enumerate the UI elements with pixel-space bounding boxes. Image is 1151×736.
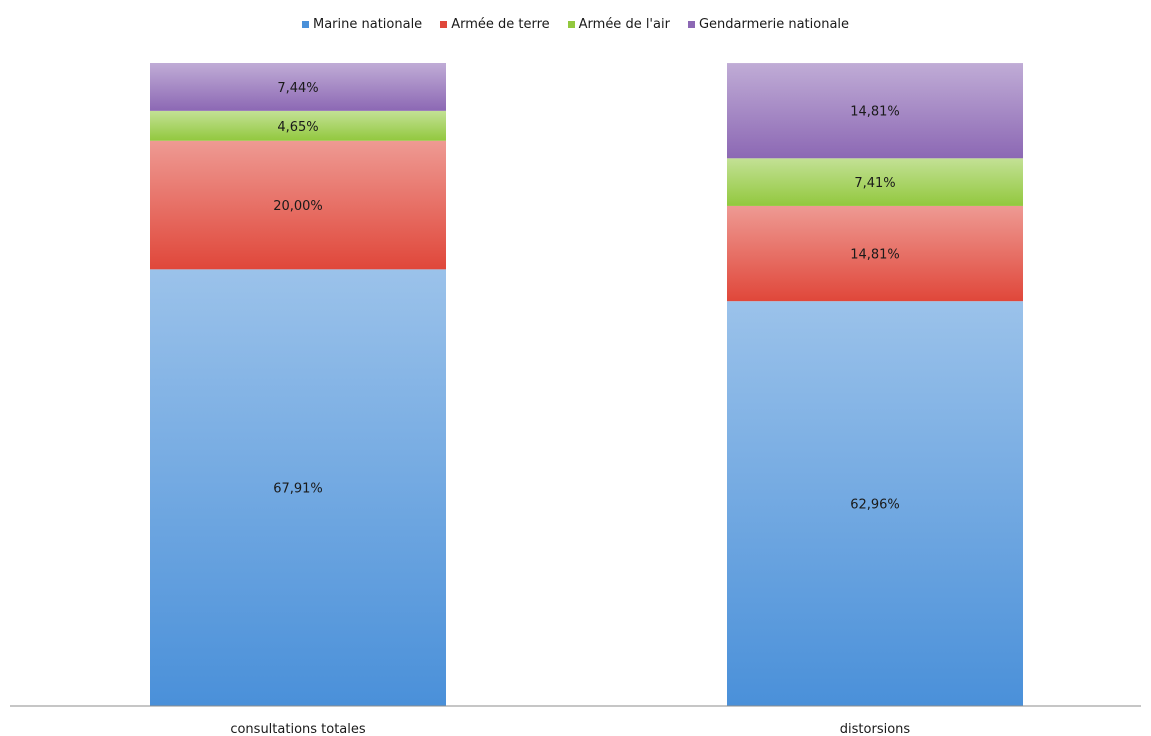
legend-item-gendarmerie-nationale: Gendarmerie nationale	[687, 16, 850, 32]
legend-label: Armée de l'air	[578, 16, 670, 32]
x-tick-labels-layer: consultations totales distorsions	[230, 722, 910, 736]
legend-label: Gendarmerie nationale	[698, 16, 850, 32]
legend-swatch	[567, 20, 575, 28]
legend-swatch	[687, 20, 695, 28]
bar-segment-gendarmerie-nationale-consultations-totales	[150, 63, 446, 111]
data-label-marine-nationale-distorsions: 62,96%	[850, 498, 900, 513]
legend-swatch	[440, 20, 448, 28]
legend-label: Armée de terre	[451, 16, 550, 32]
chart-legend: Marine nationale Armée de terre Armée de l…	[0, 14, 1151, 34]
data-label-armee-de-terre-distorsions: 14,81%	[850, 248, 900, 263]
data-labels-layer: 67,91% 20,00% 4,65% 7,44% 62,96% 14,81% 7,41% 1…	[273, 81, 900, 513]
data-label-armee-de-l-air-consultations-totales: 4,65%	[277, 120, 318, 135]
legend-item-armee-de-terre: Armée de terre	[440, 16, 550, 32]
bars-layer	[150, 63, 1023, 706]
legend-label: Marine nationale	[312, 16, 423, 32]
bar-segment-armee-de-l-air-distorsions	[727, 158, 1023, 206]
x-tick-label-consultations-totales: consultations totales	[230, 722, 366, 736]
bar-segment-marine-nationale-consultations-totales	[150, 269, 446, 706]
legend-item-marine-nationale: Marine nationale	[301, 16, 423, 32]
data-label-gendarmerie-nationale-distorsions: 14,81%	[850, 105, 900, 120]
bar-segment-armee-de-l-air-consultations-totales	[150, 110, 446, 141]
bar-segment-armee-de-terre-consultations-totales	[150, 140, 446, 270]
data-label-gendarmerie-nationale-consultations-totales: 7,44%	[277, 81, 318, 96]
bar-segment-marine-nationale-distorsions	[727, 301, 1023, 706]
bar-segment-gendarmerie-nationale-distorsions	[727, 63, 1023, 159]
legend-item-armee-de-l-air: Armée de l'air	[567, 16, 670, 32]
data-label-armee-de-l-air-distorsions: 7,41%	[854, 176, 895, 191]
data-label-armee-de-terre-consultations-totales: 20,00%	[273, 199, 323, 214]
bar-segment-armee-de-terre-distorsions	[727, 205, 1023, 302]
legend-swatch	[301, 20, 309, 28]
data-label-marine-nationale-consultations-totales: 67,91%	[273, 482, 323, 497]
x-tick-label-distorsions: distorsions	[840, 722, 911, 736]
